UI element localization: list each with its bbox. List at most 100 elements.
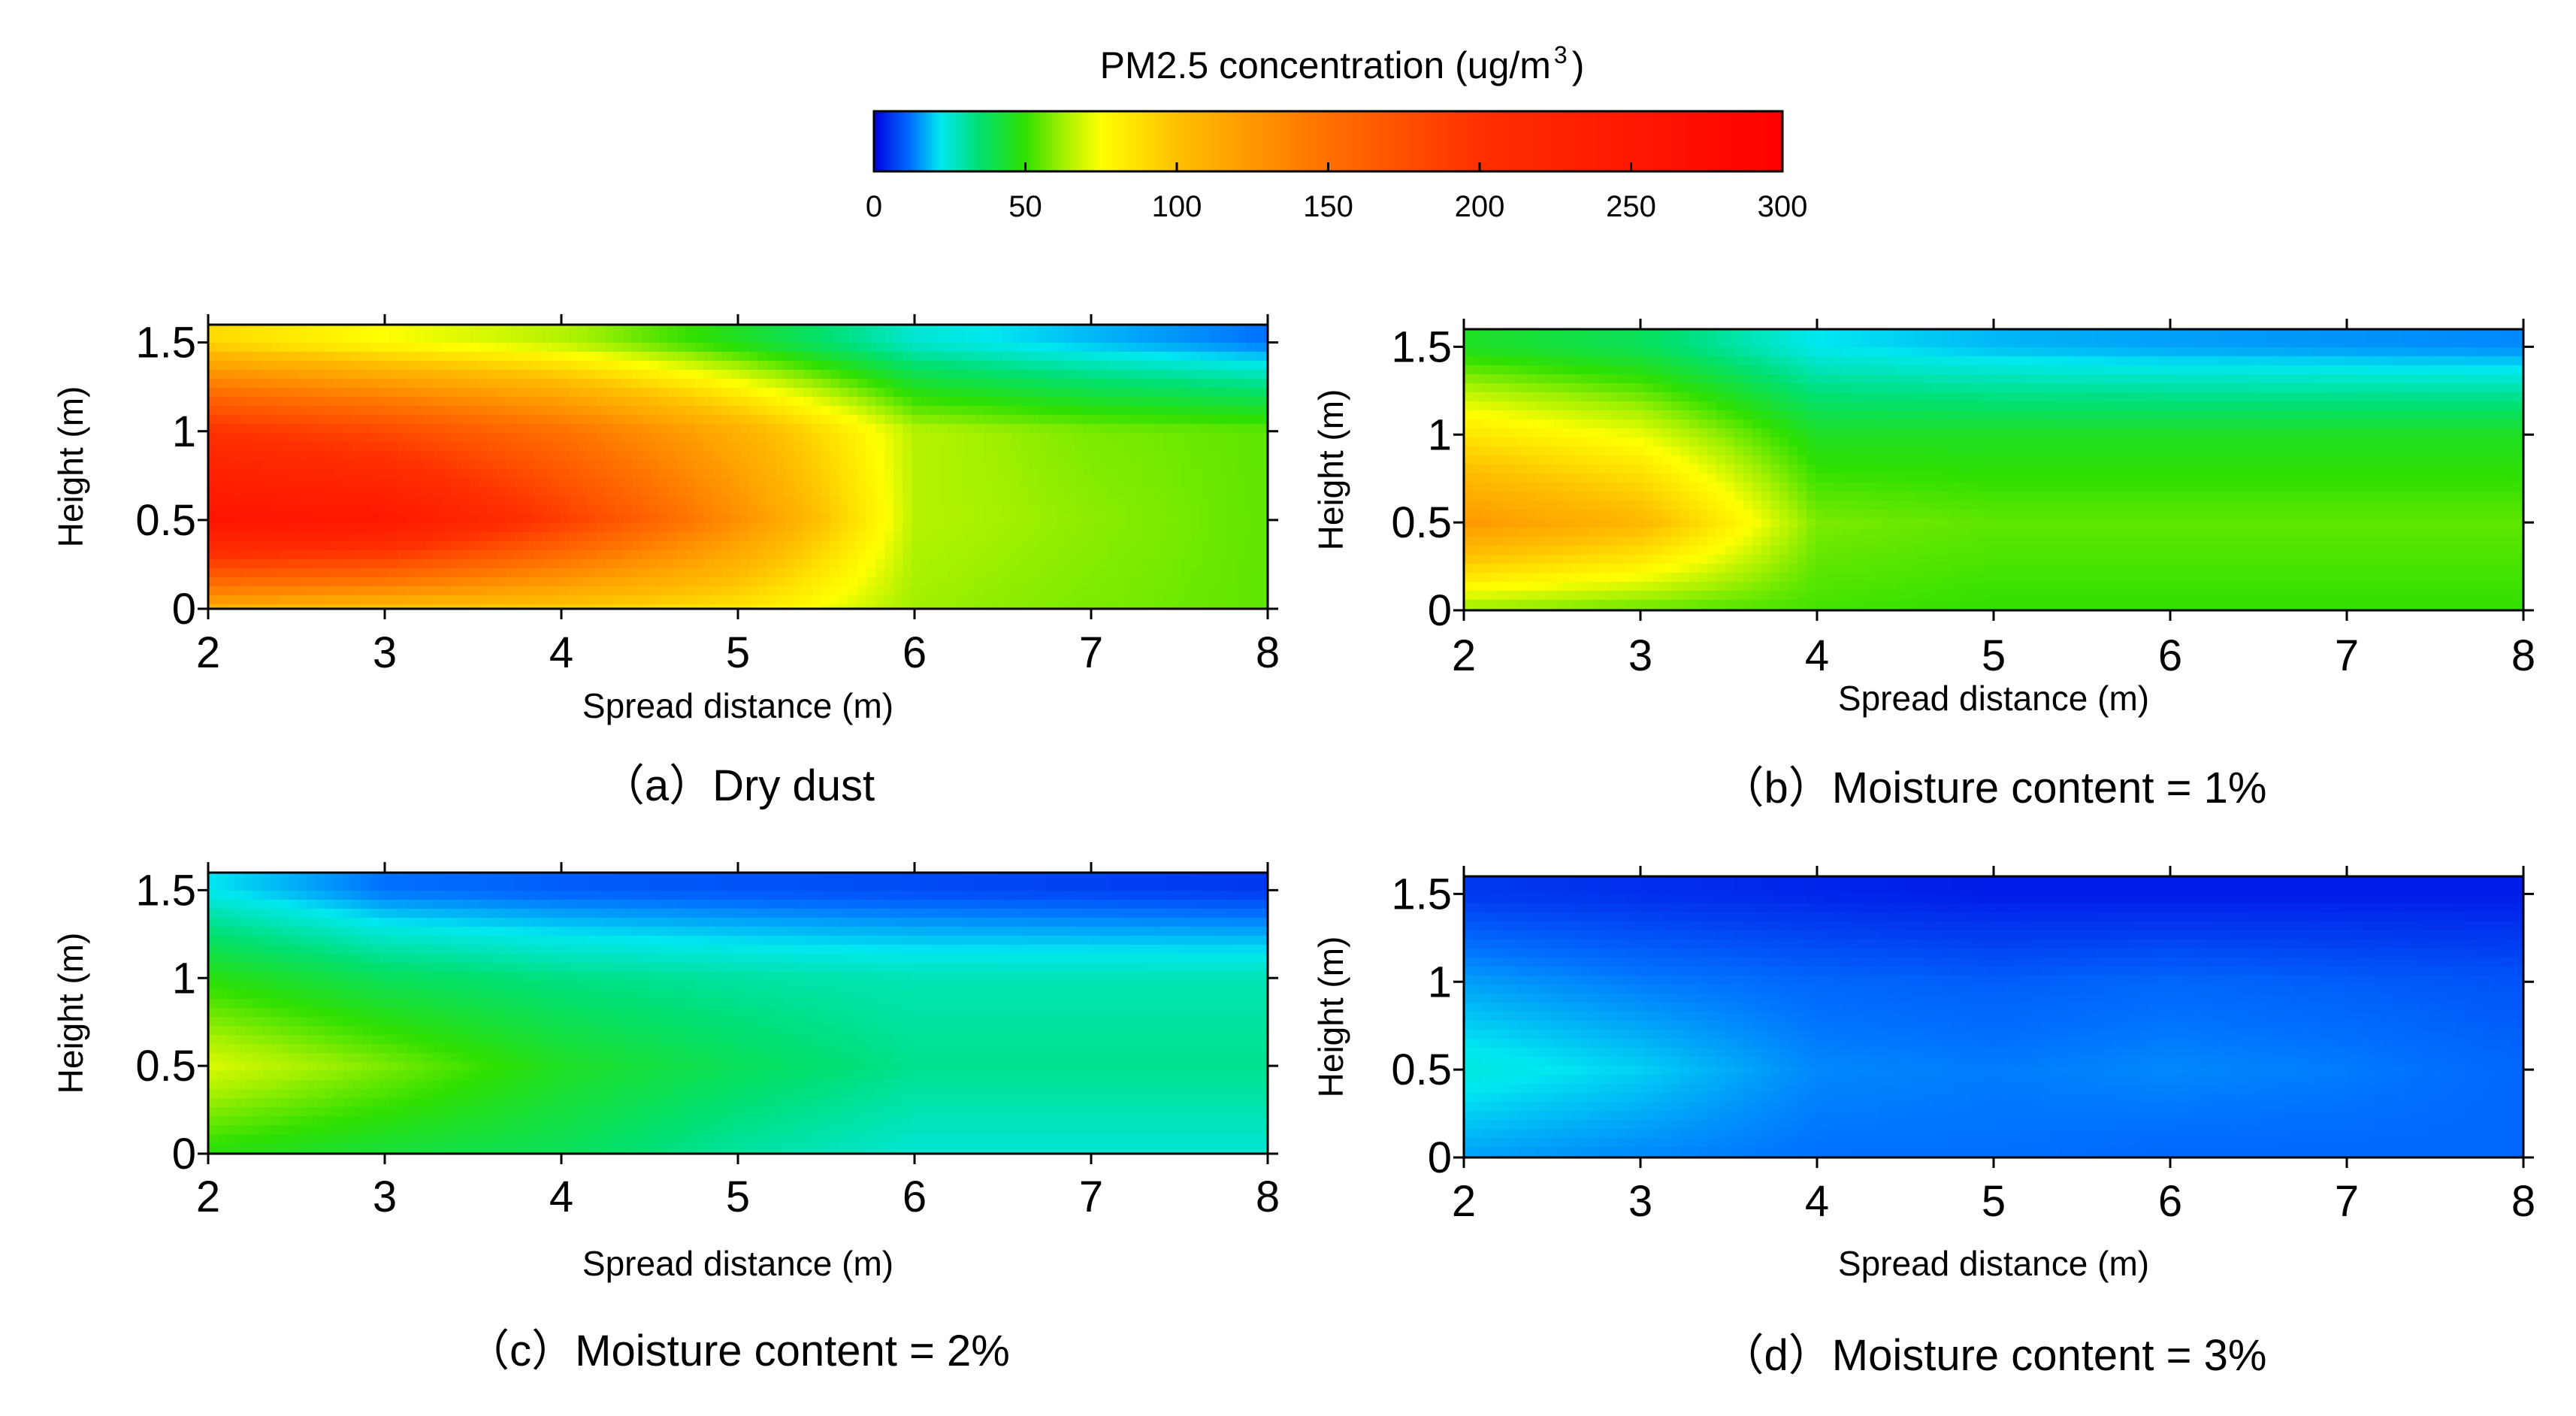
heatmap-cell	[1752, 356, 1762, 366]
heatmap-cell	[316, 388, 326, 398]
heatmap-cell	[434, 559, 443, 569]
heatmap-cell	[2284, 392, 2294, 402]
heatmap-cell	[875, 379, 885, 389]
heatmap-cell	[271, 379, 281, 389]
heatmap-cell	[1245, 595, 1255, 605]
colorbar-title-suffix: )	[1572, 44, 1585, 86]
heatmap-cell	[1245, 433, 1255, 443]
heatmap-cell	[722, 370, 732, 380]
heatmap-cell	[812, 361, 822, 371]
heatmap-cell	[1263, 433, 1268, 443]
heatmap-cell	[524, 523, 534, 533]
heatmap-cell	[1155, 496, 1165, 506]
heatmap-cell	[2113, 374, 2123, 384]
heatmap-cell	[1029, 415, 1039, 425]
heatmap-cell	[677, 379, 687, 389]
heatmap-cell	[542, 424, 552, 434]
heatmap-cell	[2311, 329, 2321, 339]
heatmap-cell	[1861, 374, 1870, 384]
heatmap-cell	[2492, 392, 2502, 402]
heatmap-cell	[542, 469, 552, 479]
heatmap-cell	[569, 577, 579, 587]
heatmap-cell	[542, 343, 552, 352]
heatmap-cell	[1182, 532, 1192, 542]
heatmap-cell	[379, 604, 389, 609]
heatmap-cell	[235, 442, 245, 452]
heatmap-cell	[235, 523, 245, 533]
heatmap-cell	[280, 604, 290, 609]
heatmap-cell	[767, 424, 777, 434]
heatmap-cell	[839, 523, 849, 533]
heatmap-cell	[524, 361, 534, 371]
heatmap-cell	[479, 361, 488, 371]
heatmap-cell	[1254, 487, 1264, 497]
heatmap-cell	[1173, 397, 1183, 407]
heatmap-cell	[1146, 541, 1156, 551]
heatmap-cell	[271, 352, 281, 362]
heatmap-cell	[479, 496, 488, 506]
heatmap-cell	[271, 478, 281, 488]
heatmap-cell	[208, 496, 218, 506]
heatmap-cell	[479, 379, 488, 389]
heatmap-cell	[2185, 329, 2195, 339]
heatmap-cell	[632, 604, 642, 609]
heatmap-cell	[479, 406, 488, 416]
heatmap-cell	[1236, 334, 1246, 343]
heatmap-cell	[695, 595, 705, 605]
colorbar: PM2.5 concentration (ug/m 3) 0 50 100 150 200…	[866, 41, 1808, 223]
heatmap-cell	[1074, 451, 1084, 461]
heatmap-cell	[614, 550, 624, 560]
heatmap-cell	[398, 532, 407, 542]
heatmap-cell	[479, 352, 488, 362]
heatmap-cell	[2501, 374, 2511, 384]
heatmap-cell	[2420, 374, 2429, 384]
heatmap-cell	[659, 487, 669, 497]
heatmap-cell	[1581, 374, 1591, 384]
heatmap-cell	[1834, 383, 1843, 393]
heatmap-cell	[848, 352, 858, 362]
heatmap-cell	[1056, 523, 1066, 533]
heatmap-cell	[352, 379, 362, 389]
heatmap-cell	[1254, 523, 1264, 533]
heatmap-cell	[731, 334, 741, 343]
heatmap-cell	[866, 460, 876, 470]
heatmap-cell	[1897, 347, 1906, 357]
heatmap-cell	[1110, 379, 1120, 389]
heatmap-cell	[1581, 410, 1591, 420]
heatmap-cell	[587, 532, 597, 542]
heatmap-cell	[325, 460, 335, 470]
heatmap-cell	[1083, 496, 1093, 506]
heatmap-cell	[2077, 356, 2087, 366]
heatmap-cell	[1662, 392, 1672, 402]
heatmap-cell	[389, 541, 398, 551]
heatmap-cell	[1527, 392, 1537, 402]
heatmap-cell	[1635, 356, 1645, 366]
heatmap-cell	[533, 604, 543, 609]
heatmap-cell	[623, 388, 633, 398]
heatmap-cell	[2375, 338, 2384, 348]
heatmap-cell	[1047, 424, 1057, 434]
heatmap-cell	[1182, 442, 1192, 452]
heatmap-cell	[1011, 325, 1020, 334]
heatmap-cell	[1092, 532, 1102, 542]
heatmap-cell	[497, 397, 506, 407]
heatmap-cell	[1608, 365, 1618, 375]
heatmap-cell	[2032, 329, 2042, 339]
heatmap-cell	[379, 451, 389, 461]
heatmap-cell	[993, 433, 1002, 443]
heatmap-cell	[289, 352, 299, 362]
heatmap-cell	[984, 586, 993, 596]
heatmap-cell	[280, 379, 290, 389]
heatmap-cell	[587, 487, 597, 497]
heatmap-cell	[1852, 401, 1861, 411]
heatmap-cell	[443, 541, 452, 551]
heatmap-cell	[298, 361, 308, 371]
heatmap-cell	[948, 352, 957, 362]
heatmap-cell	[1011, 379, 1020, 389]
heatmap-cell	[1146, 379, 1156, 389]
heatmap-cell	[1182, 496, 1192, 506]
heatmap-cell	[1245, 361, 1255, 371]
heatmap-cell	[2366, 338, 2375, 348]
heatmap-cell	[208, 379, 218, 389]
heatmap-cell	[226, 559, 236, 569]
